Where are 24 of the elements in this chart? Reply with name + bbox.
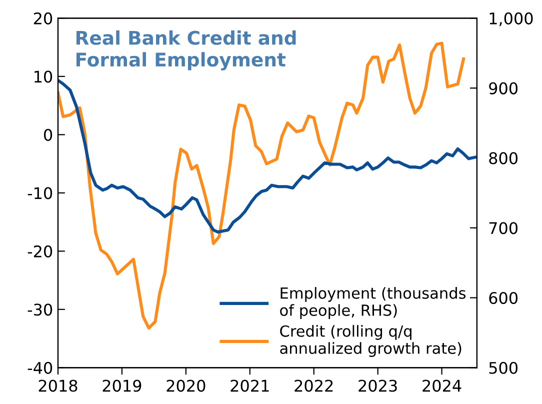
y2-tick-label: 1,000 <box>490 12 533 26</box>
y2-tick-label: 700 <box>489 222 518 234</box>
legend-label: Credit (rolling q/q annualized growth rate) <box>280 325 462 357</box>
legend-label: Employment (thousands of people, RHS) <box>280 287 466 319</box>
x-tick-label: 2021 <box>230 380 269 392</box>
y2-tick-label: 800 <box>489 152 518 164</box>
line-series <box>58 78 477 234</box>
x-tick-label: 2018 <box>38 380 78 392</box>
x-tick-label: 2019 <box>102 380 142 392</box>
y-tick-label: -30 <box>28 304 52 316</box>
x-tick-label: 2023 <box>358 380 397 392</box>
y-tick-label: 20 <box>34 12 52 24</box>
y-tick-label: 0 <box>44 128 52 141</box>
y2-tick-label: 600 <box>489 292 518 304</box>
x-tick-label: 2022 <box>294 380 333 392</box>
y2-tick-label: 500 <box>489 362 518 374</box>
y-tick-label: -20 <box>28 245 52 258</box>
y-tick-label: 10 <box>34 70 52 83</box>
x-tick-label: 2024 <box>422 380 462 392</box>
y2-tick-label: 900 <box>489 82 518 94</box>
x-tick-label: 2020 <box>166 380 206 392</box>
y-tick-label: -10 <box>28 187 52 200</box>
y-tick-label: -40 <box>28 362 52 374</box>
text: Real Bank Credit and Formal Employment <box>76 30 296 70</box>
